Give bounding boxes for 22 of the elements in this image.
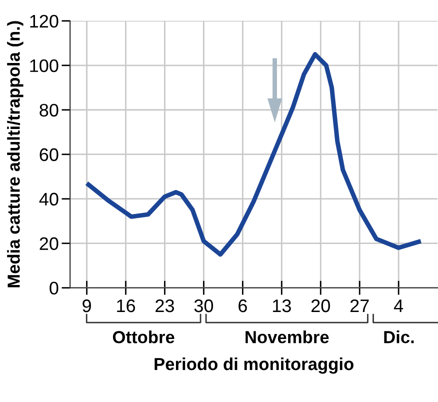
y-axis-title: Media catture adulti/trappola (n.) — [7, 21, 24, 288]
x-tick-label: 23 — [156, 299, 174, 312]
y-tick-label: 60 — [40, 148, 58, 162]
y-tick-label: 20 — [40, 237, 58, 250]
line-series — [84, 52, 424, 257]
x-tick-label: 13 — [272, 299, 291, 312]
x-tick-label: 20 — [312, 299, 330, 312]
text: Novembre — [246, 330, 329, 344]
text: Dic. — [384, 330, 414, 344]
x-tick-label: 9 — [82, 299, 91, 312]
y-tick-label: 40 — [39, 192, 58, 206]
y-tick-label: 100 — [30, 59, 58, 72]
y-tick-label: 120 — [30, 14, 58, 28]
text: Ottobre — [112, 330, 174, 344]
x-tick-label: 27 — [350, 299, 369, 312]
y-tick-label: 80 — [40, 104, 58, 117]
x-axis-title: Periodo di monitoraggio — [154, 357, 354, 374]
x-tick-label: 4 — [394, 300, 404, 312]
x-tick-label: 6 — [238, 299, 247, 312]
y-tick-label: 0 — [50, 282, 58, 295]
x-tick-label: 30 — [194, 299, 214, 312]
x-tick-label: 16 — [117, 299, 136, 312]
